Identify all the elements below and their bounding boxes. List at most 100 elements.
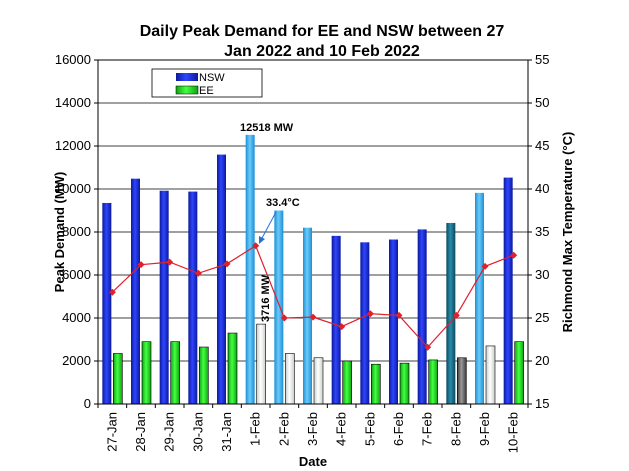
temperature-point — [252, 242, 260, 250]
x-axis-title: Date — [299, 454, 327, 469]
right-axis-ticks: 15 20 25 30 35 40 45 50 55 — [528, 52, 549, 411]
bar-nsw — [503, 177, 513, 404]
y-left-tick-label: 6000 — [62, 267, 91, 282]
x-tick-label: 1-Feb — [248, 412, 263, 446]
x-tick-label: 6-Feb — [391, 412, 406, 446]
x-tick-label: 10-Feb — [506, 412, 521, 453]
y-right-tick-label: 35 — [535, 224, 549, 239]
temperature-point — [108, 288, 116, 296]
bar-nsw — [360, 242, 370, 404]
y-left-tick-label: 10000 — [55, 181, 91, 196]
y-left-tick-label: 2000 — [62, 353, 91, 368]
bar-nsw — [475, 192, 484, 404]
bar-nsw — [131, 178, 140, 404]
bar-nsw — [274, 210, 284, 404]
temperature-point — [338, 323, 346, 331]
y-right-tick-label: 50 — [535, 95, 549, 110]
temperature-line — [108, 242, 518, 351]
bar-ee — [141, 341, 152, 405]
bar-nsw — [446, 222, 456, 404]
temperature-point — [309, 313, 317, 321]
chart-title-line-1: Daily Peak Demand for EE and NSW between… — [140, 23, 505, 40]
bar-nsw — [417, 229, 427, 404]
y-left-tick-label: 14000 — [55, 95, 91, 110]
plot-area-border — [97, 59, 529, 405]
bar-ee — [457, 357, 467, 405]
bar-ee — [227, 332, 238, 405]
temperature-point — [366, 310, 374, 318]
y-axis-right-title: Richmond Max Temperature (°C) — [560, 132, 575, 333]
y-left-tick-label: 4000 — [62, 310, 91, 325]
x-axis-ticks: 27-Jan 28-Jan 29-Jan 30-Jan 31-Jan 1-Feb 2-Feb… — [97, 404, 529, 453]
bar-ee — [313, 357, 324, 405]
y-left-tick-label: 16000 — [55, 52, 91, 67]
y-right-tick-label: 40 — [535, 181, 549, 196]
temperature-point — [280, 314, 288, 322]
x-tick-label: 9-Feb — [477, 412, 492, 446]
bar-ee — [485, 345, 496, 405]
temperature-point — [452, 311, 460, 319]
y-right-tick-label: 45 — [535, 138, 549, 153]
temperature-point — [481, 262, 489, 270]
x-tick-label: 2-Feb — [276, 412, 291, 446]
bar-nsw — [331, 235, 341, 404]
y-right-tick-label: 55 — [535, 52, 549, 67]
bar-nsw — [217, 154, 226, 404]
bar-ee — [428, 359, 438, 405]
chart-title-line-2: Jan 2022 and 10 Feb 2022 — [224, 43, 420, 60]
bar-ee — [371, 363, 381, 405]
bar-ee — [256, 323, 266, 405]
bar-ee — [342, 360, 352, 405]
y-left-tick-label: 8000 — [62, 224, 91, 239]
bar-ee — [285, 353, 295, 405]
annotation-temp-arrowhead — [259, 236, 265, 244]
left-axis-ticks: 0 2000 4000 6000 8000 10000 12000 14000 16000 — [55, 52, 98, 411]
temperature-point — [223, 260, 231, 268]
annotation-temp-peak: 33.4°C — [266, 197, 300, 209]
legend: NSW EE — [151, 68, 263, 98]
x-tick-label: 7-Feb — [420, 412, 435, 446]
legend-box — [151, 68, 263, 98]
x-tick-label: 27-Jan — [104, 412, 119, 452]
temperature-point — [137, 261, 145, 269]
x-tick-label: 28-Jan — [133, 412, 148, 452]
temperature-point — [166, 258, 174, 266]
y-right-tick-label: 25 — [535, 310, 549, 325]
bar-ee — [199, 346, 209, 405]
y-right-tick-label: 30 — [535, 267, 549, 282]
legend-swatch-ee — [175, 85, 199, 95]
bar-nsw — [389, 239, 398, 404]
bar-nsw — [159, 190, 169, 404]
y-right-tick-label: 20 — [535, 353, 549, 368]
bar-ee — [514, 341, 524, 405]
x-tick-label: 5-Feb — [362, 412, 377, 446]
y-left-tick-label: 12000 — [55, 138, 91, 153]
legend-swatch-nsw — [176, 73, 198, 81]
temperature-point — [510, 251, 518, 259]
bar-ee — [170, 341, 180, 405]
bar-ee — [113, 353, 123, 405]
x-tick-label: 4-Feb — [334, 412, 349, 446]
annotation-ee-peak: 3716 MW — [260, 274, 272, 322]
legend-label-ee: EE — [199, 85, 214, 97]
annotation-temp-arrow — [260, 211, 277, 241]
bar-nsw — [245, 134, 255, 404]
temperature-point — [424, 343, 432, 351]
temperature-point — [194, 269, 202, 277]
annotation-nsw-peak: 12518 MW — [240, 122, 294, 134]
bar-nsw — [303, 227, 312, 404]
y-right-tick-label: 15 — [535, 396, 549, 411]
y-axis-left-title: Peak Demand (MW) — [52, 172, 67, 293]
x-tick-label: 29-Jan — [162, 412, 177, 452]
gridlines — [98, 102, 528, 362]
x-tick-label: 30-Jan — [190, 412, 205, 452]
temperature-point — [395, 311, 403, 319]
legend-label-nsw: NSW — [199, 72, 225, 84]
x-tick-label: 8-Feb — [448, 412, 463, 446]
bar-ee — [399, 362, 410, 405]
bars — [102, 134, 524, 405]
bar-nsw — [102, 202, 112, 404]
bar-nsw — [188, 191, 198, 404]
x-tick-label: 3-Feb — [305, 412, 320, 446]
